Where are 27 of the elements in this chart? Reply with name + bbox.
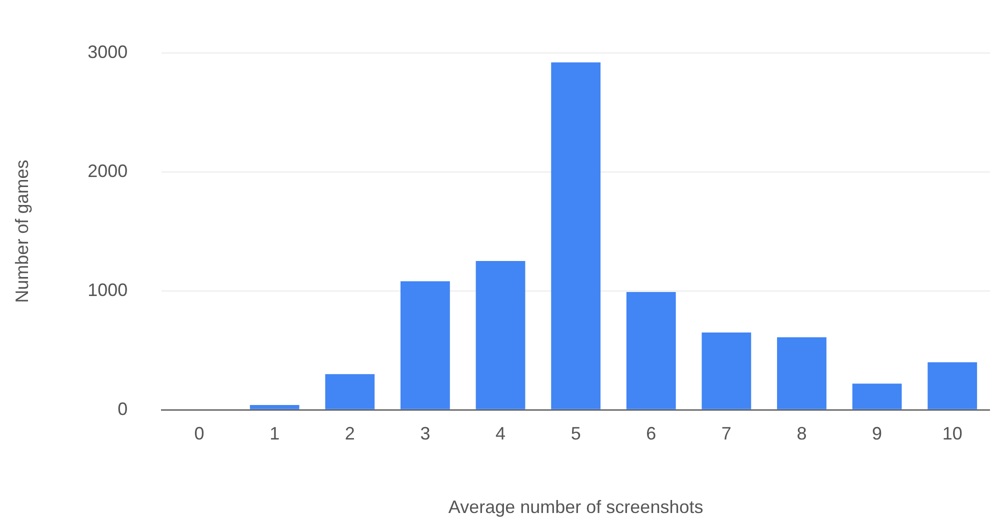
- bar: [476, 261, 526, 410]
- bar: [626, 292, 676, 410]
- y-tick-label: 0: [118, 398, 128, 419]
- bar: [777, 337, 826, 410]
- x-axis-title: Average number of screenshots: [448, 497, 704, 518]
- bar: [325, 374, 375, 410]
- x-tick-label: 0: [194, 424, 204, 444]
- y-axis-title: Number of games: [12, 160, 32, 303]
- bar: [551, 62, 601, 410]
- bar: [250, 405, 300, 410]
- y-tick-label: 3000: [88, 42, 128, 62]
- x-tick-label: 7: [721, 424, 732, 444]
- x-tick-label: 4: [496, 424, 506, 444]
- y-tick-label: 1000: [88, 280, 128, 300]
- x-tick-label: 8: [796, 424, 807, 444]
- x-tick-label: 2: [344, 424, 355, 444]
- x-tick-label: 10: [942, 424, 962, 444]
- bar: [702, 332, 752, 410]
- x-tick-label: 6: [646, 424, 656, 444]
- x-tick-label: 5: [570, 424, 581, 444]
- x-tick-label: 3: [420, 424, 430, 444]
- x-tick-label: 9: [872, 424, 882, 444]
- bar: [928, 362, 978, 410]
- bar: [400, 281, 450, 410]
- x-tick-label: 1: [270, 424, 280, 444]
- bar: [852, 384, 902, 410]
- y-tick-label: 2000: [88, 160, 128, 181]
